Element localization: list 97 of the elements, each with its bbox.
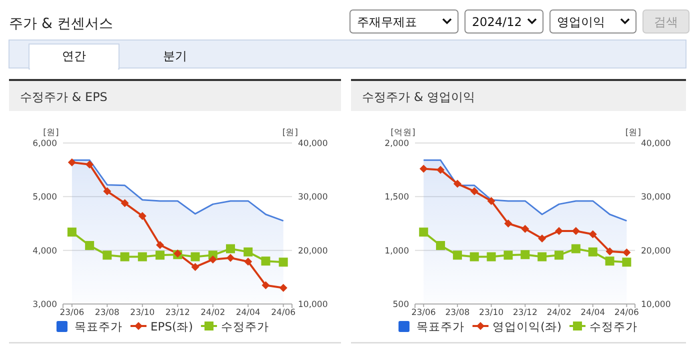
point [606, 247, 614, 256]
y-axis-title: [원] [43, 128, 59, 138]
x-tick-label: 23/08 [445, 308, 470, 318]
text: 주재무제표 [357, 15, 417, 29]
point [504, 220, 512, 228]
point [436, 166, 445, 174]
point [278, 258, 288, 267]
point [156, 240, 164, 249]
point [554, 227, 563, 236]
legend-label: 목표주가 [416, 320, 464, 334]
x-tick-label: 23/06 [411, 308, 436, 318]
y2-tick-label: 30,000 [298, 192, 328, 203]
point [226, 244, 235, 254]
point [452, 250, 462, 260]
y-tick-label: 1,000 [384, 246, 409, 256]
legend-label: 목표주가 [74, 320, 122, 334]
point [120, 199, 129, 208]
chart-title: 수정주가 & 영업이익 [362, 90, 475, 104]
point [521, 224, 530, 233]
point [419, 228, 428, 237]
y-axis-title: [억원] [390, 128, 416, 138]
y2-axis-title: [원] [625, 128, 641, 138]
y-tick-label: 3,000 [32, 300, 57, 310]
point [138, 252, 147, 262]
point [453, 180, 462, 188]
text: 검색 [654, 15, 678, 29]
point [208, 255, 217, 264]
point [420, 164, 428, 173]
y2-tick-label: 30,000 [641, 192, 671, 203]
point [520, 250, 530, 260]
y-tick-label: 4,000 [32, 246, 57, 256]
y2-tick-label: 10,000 [298, 300, 328, 310]
y2-tick-label: 40,000 [641, 139, 671, 149]
y-tick-label: 500 [392, 300, 409, 310]
point [138, 212, 146, 220]
point [279, 284, 288, 292]
point [190, 252, 200, 262]
point [244, 258, 252, 266]
point [554, 250, 564, 260]
x-tick-label: 23/12 [165, 308, 190, 318]
point [102, 250, 112, 260]
point [436, 241, 446, 250]
point [86, 160, 94, 168]
text: 분기 [163, 49, 187, 63]
point [470, 187, 478, 196]
legend-label: 수정주가 [589, 320, 638, 334]
legend-label: 영업이익(좌) [492, 320, 562, 334]
point [67, 228, 76, 237]
text: 연간 [62, 49, 86, 63]
y-tick-label: 2,000 [384, 139, 409, 149]
y2-tick-label: 20,000 [298, 246, 328, 256]
x-tick-label: 23/08 [94, 308, 120, 318]
point [487, 196, 496, 205]
y-tick-label: 1,500 [384, 192, 409, 203]
x-tick-label: 23/10 [479, 308, 504, 318]
x-tick-label: 23/06 [60, 308, 84, 318]
point [571, 244, 580, 254]
x-tick-label: 24/06 [614, 308, 639, 318]
x-tick-label: 24/04 [580, 308, 606, 318]
point [156, 250, 165, 260]
y2-tick-label: 40,000 [298, 139, 328, 149]
text: 주가 & 컨센서스 [9, 16, 113, 32]
y2-tick-label: 10,000 [641, 300, 671, 310]
x-tick-label: 24/04 [236, 308, 260, 318]
point [191, 262, 200, 271]
y2-axis-title: [원] [282, 128, 298, 138]
point [504, 250, 513, 260]
point [120, 252, 130, 262]
y2-tick-label: 20,000 [641, 246, 671, 256]
chart-title: 수정주가 & EPS [20, 90, 108, 104]
point [622, 248, 631, 256]
point [622, 258, 632, 267]
y-tick-label: 5,000 [32, 192, 57, 203]
point [486, 252, 496, 262]
point [588, 230, 597, 238]
x-tick-label: 23/12 [512, 308, 538, 318]
point [605, 256, 614, 266]
point [538, 234, 546, 243]
point [68, 158, 76, 166]
point [261, 256, 270, 266]
point [226, 254, 234, 262]
x-tick-label: 24/02 [200, 308, 226, 318]
point [244, 247, 253, 256]
point [470, 252, 479, 262]
x-tick-label: 23/10 [130, 308, 155, 318]
text: 영업이익 [557, 15, 605, 29]
point [588, 247, 598, 256]
legend-label: EPS(좌) [150, 320, 193, 334]
legend-label: 수정주가 [220, 320, 269, 334]
point [85, 241, 94, 250]
point [538, 252, 547, 262]
point [103, 187, 112, 196]
point [262, 281, 270, 290]
x-tick-label: 24/02 [546, 308, 572, 318]
text: 2024/12 [472, 15, 522, 29]
y-tick-label: 6,000 [32, 139, 57, 149]
x-tick-label: 24/06 [271, 308, 296, 318]
